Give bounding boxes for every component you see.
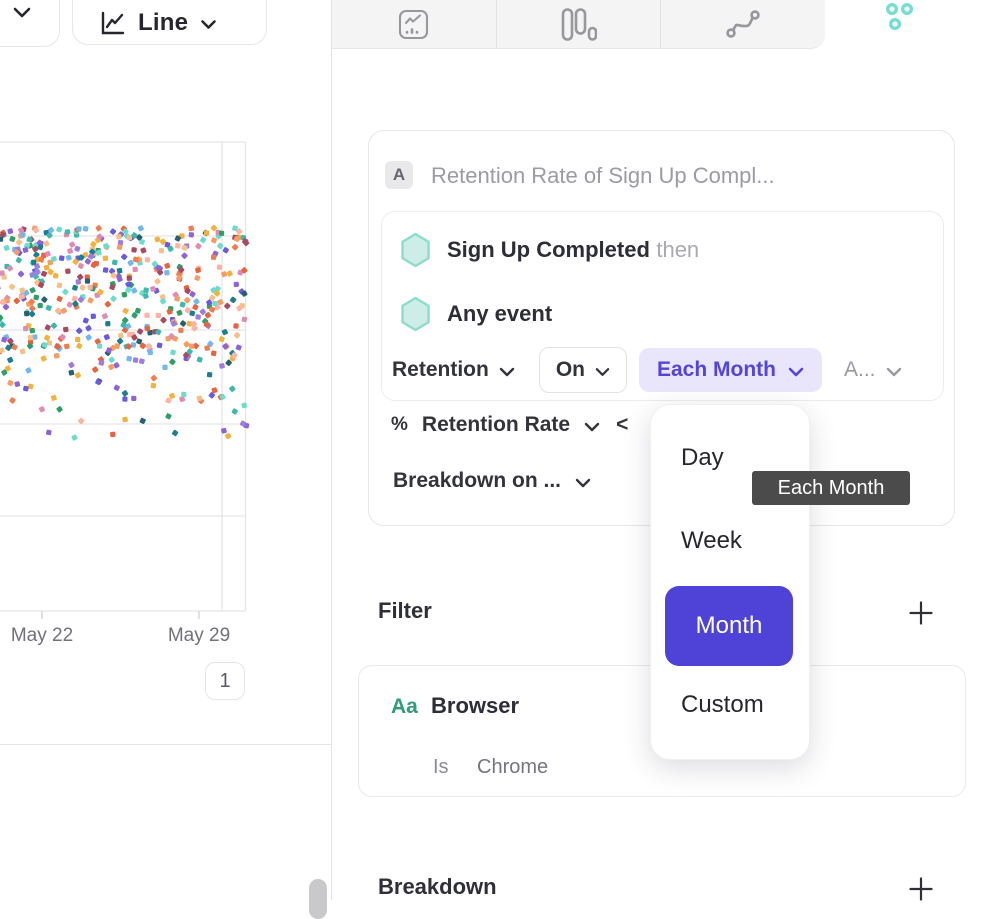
dropdown-item-week[interactable]: Week <box>681 527 742 554</box>
query-label-badge-text: A <box>392 165 406 184</box>
tab-scatter-active[interactable] <box>825 0 982 48</box>
percent-icon: % <box>391 414 408 435</box>
add-breakdown-button[interactable] <box>908 876 934 902</box>
metric-label: Retention Rate <box>421 413 571 436</box>
panel-divider <box>331 0 332 900</box>
x-axis-label: May 29 <box>167 625 231 646</box>
retention-scatter-chart <box>0 141 250 619</box>
filter-value[interactable]: Chrome <box>477 756 549 778</box>
breakdown-section-title: Breakdown <box>378 874 497 899</box>
retention-mode-dropdown[interactable]: Retention <box>392 358 515 382</box>
text-property-icon: Aa <box>391 695 418 718</box>
event-suffix: then <box>656 237 700 262</box>
retention-extra-dropdown[interactable]: A... <box>844 358 902 382</box>
dropdown-item-month[interactable]: Month <box>665 586 793 666</box>
query-label-badge: A <box>385 161 413 189</box>
event-name[interactable]: Any event <box>447 301 553 326</box>
metric-trailing-text: < <box>616 413 629 436</box>
dropdown-item-custom[interactable]: Custom <box>681 691 764 718</box>
dropdown-item-month-label: Month <box>695 612 763 639</box>
retention-on-dropdown[interactable]: On <box>538 347 627 393</box>
insights-chart-icon <box>398 9 429 40</box>
x-axis-label: May 22 <box>10 625 74 646</box>
tab-insights-chart[interactable] <box>332 0 496 48</box>
event-row[interactable]: Any event <box>400 296 554 332</box>
retention-extra-label: A... <box>844 358 876 381</box>
pagination-page-label: 1 <box>219 669 231 692</box>
line-chart-icon <box>99 10 126 37</box>
chevron-down-icon <box>584 422 600 432</box>
retention-on-label: On <box>555 358 585 381</box>
retention-mode-label: Retention <box>392 358 489 381</box>
event-name[interactable]: Sign Up Completed <box>447 237 650 262</box>
breakdown-on-dropdown[interactable]: Breakdown on ... <box>393 469 591 493</box>
add-filter-button[interactable] <box>908 600 934 626</box>
chevron-down-icon <box>200 19 217 30</box>
filter-property-name[interactable]: Browser <box>431 693 520 718</box>
scatter-dots-icon <box>880 1 916 33</box>
chevron-down-icon <box>12 6 32 19</box>
chevron-down-icon <box>788 367 804 377</box>
horizontal-divider <box>0 744 331 745</box>
flow-icon <box>725 9 761 40</box>
dropdown-item-day[interactable]: Day <box>681 444 724 471</box>
collapsed-dropdown-button[interactable] <box>0 0 60 47</box>
breakdown-on-label: Breakdown on ... <box>393 469 562 492</box>
retention-interval-dropdown[interactable]: Each Month <box>639 348 822 392</box>
chart-view-tabbar <box>332 0 825 49</box>
event-hexagon-icon <box>400 232 431 268</box>
metric-dropdown[interactable]: % Retention Rate < <box>391 413 628 437</box>
query-title[interactable]: Retention Rate of Sign Up Compl... <box>431 163 775 188</box>
chevron-down-icon <box>575 478 591 488</box>
tab-flow[interactable] <box>660 0 825 48</box>
interval-tooltip: Each Month <box>752 471 910 505</box>
events-card: Sign Up Completed then Any event Retenti… <box>381 211 944 401</box>
chevron-down-icon <box>499 367 515 377</box>
interval-tooltip-text: Each Month <box>777 476 885 499</box>
filter-section-title: Filter <box>378 598 432 623</box>
pagination-page-button[interactable]: 1 <box>205 662 245 700</box>
chart-type-button[interactable]: Line <box>72 0 267 45</box>
chevron-down-icon <box>595 367 610 377</box>
event-hexagon-icon <box>400 296 431 332</box>
query-card: A Retention Rate of Sign Up Compl... Sig… <box>368 130 955 526</box>
interval-dropdown-menu: Day Week Month Custom <box>650 404 810 760</box>
filter-operator[interactable]: Is <box>433 756 449 778</box>
tab-bar-chart[interactable] <box>495 0 661 48</box>
retention-interval-label: Each Month <box>657 358 776 381</box>
event-row[interactable]: Sign Up Completed then <box>400 232 699 268</box>
chevron-down-icon <box>886 367 902 377</box>
bar-chart-icon <box>561 7 597 41</box>
chart-type-label: Line <box>138 9 189 36</box>
scrollbar-thumb[interactable] <box>309 879 327 919</box>
